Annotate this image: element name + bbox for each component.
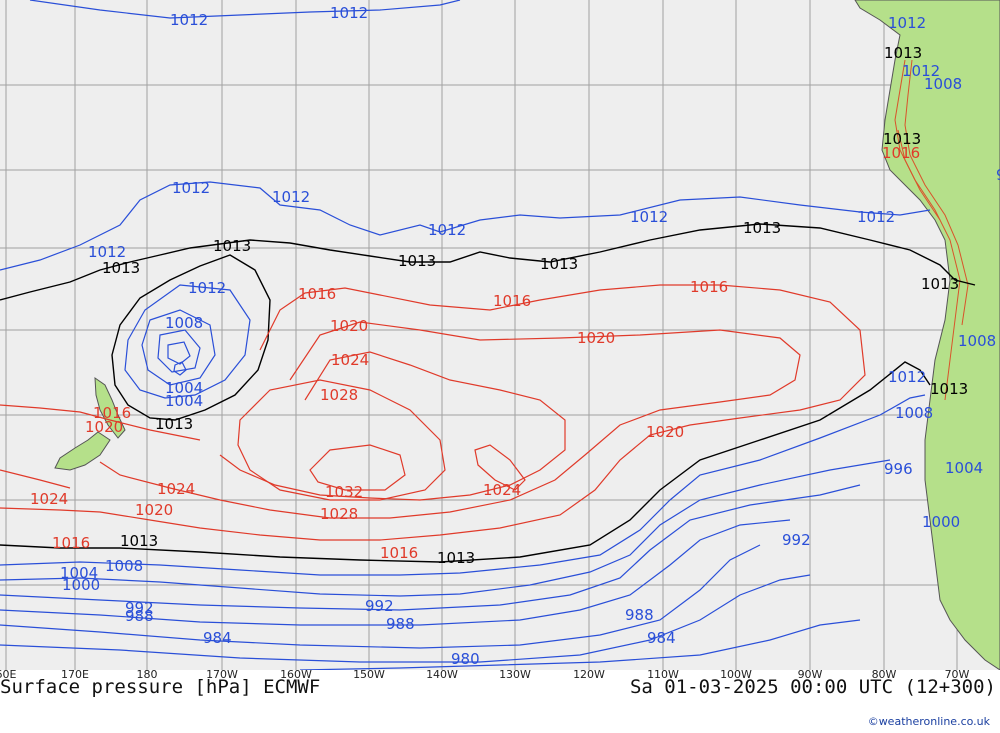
label-1016: 1016 [690, 278, 728, 296]
label-1012: 1012 [170, 11, 208, 29]
longitude-tick: 180 [137, 668, 158, 681]
isobar-labels-blue: 1012 1012 1012 1012 1012 1012 1012 1012 … [60, 4, 1000, 668]
label-1008: 1008 [924, 75, 962, 93]
longitude-tick: 170E [61, 668, 89, 681]
label-996: 996 [996, 166, 1000, 184]
label-1000: 1000 [62, 576, 100, 594]
new-zealand-north [94, 376, 126, 439]
label-1008: 1008 [105, 557, 143, 575]
longitude-tick: 170W [206, 668, 238, 681]
new-zealand-south [54, 431, 111, 471]
longitude-tick: 110W [647, 668, 679, 681]
label-1013: 1013 [120, 532, 158, 550]
label-1004: 1004 [945, 459, 983, 477]
isobars-high [0, 284, 866, 541]
label-980: 980 [451, 650, 480, 668]
label-1016: 1016 [493, 292, 531, 310]
label-1008: 1008 [958, 332, 996, 350]
label-1024: 1024 [30, 490, 68, 508]
label-1013: 1013 [743, 219, 781, 237]
pressure-map: 1012 1012 1012 1012 1012 1012 1012 1012 … [0, 0, 1000, 670]
label-1016: 1016 [298, 285, 336, 303]
forecast-datetime: Sa 01-03-2025 00:00 UTC (12+300) [629, 676, 996, 698]
label-1013: 1013 [921, 275, 959, 293]
label-1013: 1013 [155, 415, 193, 433]
isobar-labels-black: 1013 1013 1013 1013 1013 1013 1013 1013 … [102, 44, 968, 567]
land-masses [54, 0, 1000, 670]
label-1013: 1013 [884, 44, 922, 62]
longitude-tick: 160W [280, 668, 312, 681]
label-992: 992 [365, 597, 394, 615]
andes-relief [894, 59, 969, 401]
label-1020: 1020 [330, 317, 368, 335]
label-996: 996 [884, 460, 913, 478]
credit-link[interactable]: ©weatheronline.co.uk [867, 715, 990, 728]
longitude-tick: 150W [353, 668, 385, 681]
label-1020: 1020 [135, 501, 173, 519]
label-984: 984 [647, 629, 676, 647]
label-1004: 1004 [165, 392, 203, 410]
label-1012: 1012 [172, 179, 210, 197]
longitude-tick: 100W [720, 668, 752, 681]
label-988: 988 [125, 607, 154, 625]
longitude-tick: 70W [945, 668, 970, 681]
longitude-axis: 60E 170E 180 170W 160W 150W 140W 130W 120W 110W 10… [0, 668, 970, 681]
label-1020: 1020 [646, 423, 684, 441]
longitude-tick: 130W [499, 668, 531, 681]
longitude-tick: 80W [872, 668, 897, 681]
label-1013: 1013 [930, 380, 968, 398]
label-1028: 1028 [320, 386, 358, 404]
map-canvas: 1012 1012 1012 1012 1012 1012 1012 1012 … [0, 0, 1000, 670]
label-1012: 1012 [888, 14, 926, 32]
label-1024: 1024 [483, 481, 521, 499]
label-1013: 1013 [540, 255, 578, 273]
label-1013: 1013 [437, 549, 475, 567]
label-1020: 1020 [85, 418, 123, 436]
longitude-tick: 140W [426, 668, 458, 681]
label-1020: 1020 [577, 329, 615, 347]
label-1013: 1013 [213, 237, 251, 255]
label-992: 992 [782, 531, 811, 549]
label-1016: 1016 [52, 534, 90, 552]
label-988: 988 [386, 615, 415, 633]
label-984: 984 [203, 629, 232, 647]
chart-title: Surface pressure [hPa] ECMWF [0, 676, 321, 698]
longitude-tick: 120W [573, 668, 605, 681]
isobar-labels-red: 1016 1016 1016 1016 1016 1016 1016 1020 … [30, 144, 920, 562]
label-1004: 1004 [60, 564, 98, 582]
label-1012: 1012 [428, 221, 466, 239]
label-1032: 1032 [325, 483, 363, 501]
label-992: 992 [125, 599, 154, 617]
label-1016: 1016 [882, 144, 920, 162]
label-1008: 1008 [165, 314, 203, 332]
label-1012: 1012 [88, 243, 126, 261]
label-1016: 1016 [93, 404, 131, 422]
label-988: 988 [625, 606, 654, 624]
label-1012: 1012 [857, 208, 895, 226]
label-1028: 1028 [320, 505, 358, 523]
label-1013: 1013 [883, 130, 921, 148]
lat-lon-grid [0, 0, 1000, 670]
label-1016: 1016 [380, 544, 418, 562]
longitude-tick: 60E [0, 668, 17, 681]
longitude-tick: 90W [798, 668, 823, 681]
label-1008: 1008 [895, 404, 933, 422]
label-1012: 1012 [902, 62, 940, 80]
label-1000: 1000 [922, 513, 960, 531]
label-1024: 1024 [157, 480, 195, 498]
label-1013: 1013 [398, 252, 436, 270]
label-1004: 1004 [165, 379, 203, 397]
isobars-1013 [0, 223, 976, 563]
label-1012: 1012 [888, 368, 926, 386]
south-america [854, 0, 1000, 670]
label-1012: 1012 [330, 4, 368, 22]
label-1024: 1024 [331, 351, 369, 369]
label-1012: 1012 [188, 279, 226, 297]
label-1013: 1013 [102, 259, 140, 277]
isobars-low [0, 0, 931, 670]
label-1012: 1012 [272, 188, 310, 206]
label-1012: 1012 [630, 208, 668, 226]
